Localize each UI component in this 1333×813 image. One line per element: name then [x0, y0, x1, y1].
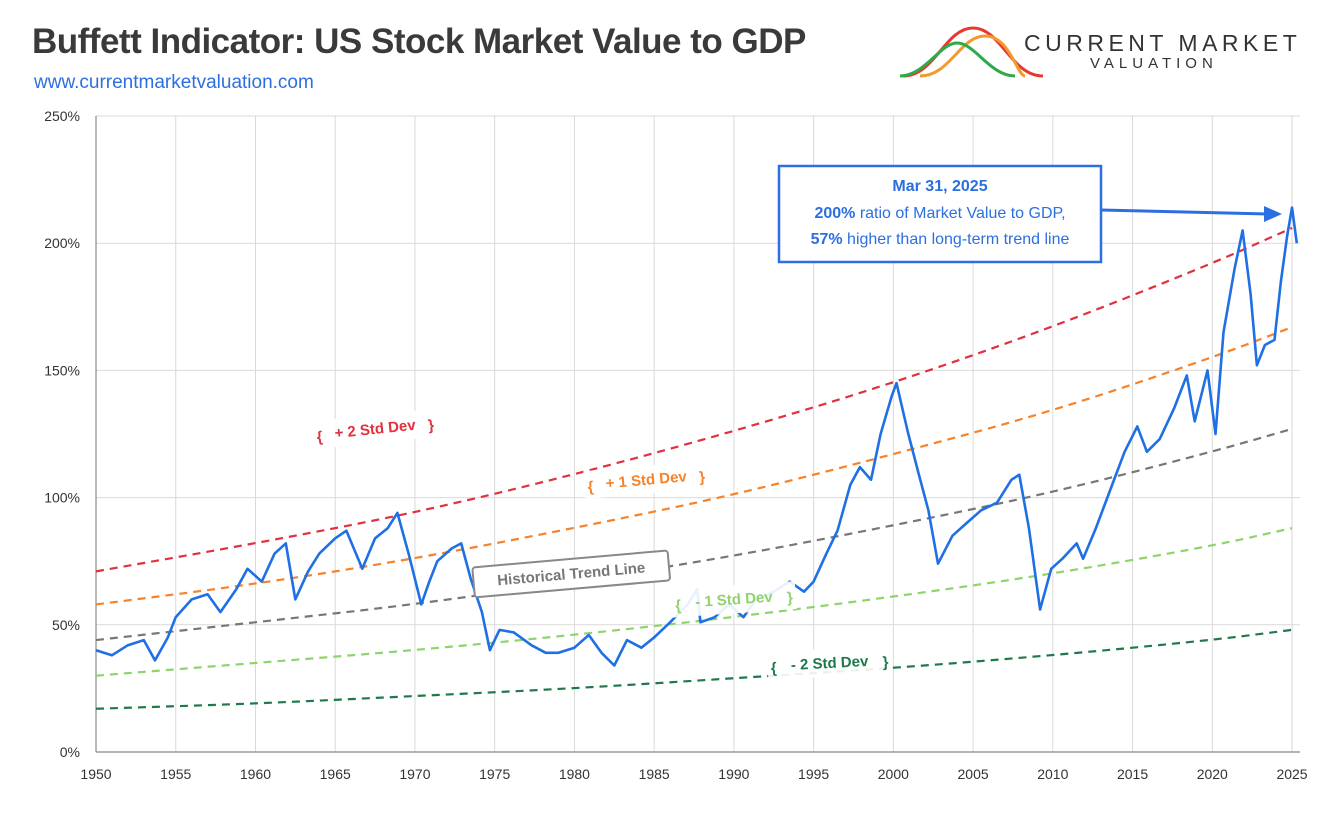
x-tick-label: 1995 — [798, 766, 829, 782]
indicator-line — [95, 206, 1299, 667]
x-tick-label: 1985 — [639, 766, 670, 782]
band-line-0 — [95, 226, 1293, 573]
x-tick-label: 1960 — [240, 766, 271, 782]
y-tick-label: 0% — [60, 744, 80, 760]
x-tick-label: 1975 — [479, 766, 510, 782]
y-tick-label: 100% — [44, 490, 80, 506]
brace-left: { — [675, 597, 682, 614]
band-label-3: {} - 1 Std Dev — [671, 581, 797, 618]
band-label-0: {}+ 2 Std Dev — [311, 408, 439, 450]
chart-axes: 0% 50% 100% 150% 200% 250% 1950 1955 1960 1965 197… — [44, 108, 1308, 782]
website-link[interactable]: www.currentmarketvaluation.com — [34, 72, 314, 93]
logo-text-line1: CURRENT MARKET — [1024, 30, 1302, 56]
x-tick-label: 2015 — [1117, 766, 1148, 782]
band-label-1: {}+ 1 Std Dev — [583, 460, 710, 500]
logo-text-line2: VALUATION — [1090, 55, 1218, 72]
band-label-bg — [311, 408, 439, 450]
bell-curves-icon — [899, 26, 1044, 78]
x-tick-label: 2020 — [1197, 766, 1228, 782]
x-tick-label: 2005 — [958, 766, 989, 782]
page-title: Buffett Indicator: US Stock Market Value… — [32, 22, 806, 61]
logo-curve-green — [899, 41, 1016, 78]
callout-arrow-head — [1264, 206, 1282, 222]
x-tick-label: 1950 — [80, 766, 111, 782]
callout-date: Mar 31, 2025 — [892, 178, 987, 195]
y-tick-label: 150% — [44, 362, 80, 378]
y-tick-label: 200% — [44, 235, 80, 251]
band-labels: {}+ 2 Std Dev {}+ 1 Std Dev Historical Tre… — [311, 408, 893, 681]
band-label-bg — [583, 460, 710, 500]
indicator-series — [95, 206, 1299, 667]
brace-right: } — [882, 654, 889, 671]
band-label-bg — [671, 581, 797, 618]
band-label-4: {} - 2 Std Dev — [766, 645, 893, 681]
brace-left: { — [770, 660, 777, 677]
callout-line1: 200% ratio of Market Value to GDP, — [814, 205, 1065, 222]
callout-line2: 57% higher than long-term trend line — [811, 231, 1070, 248]
x-tick-label: 1965 — [320, 766, 351, 782]
brace-right: } — [427, 417, 435, 435]
band-line-3 — [95, 527, 1293, 677]
x-tick-label: 1990 — [718, 766, 749, 782]
brace-left: { — [587, 478, 594, 495]
y-tick-label: 50% — [52, 617, 80, 633]
trend-label-box — [471, 549, 671, 599]
brace-right: } — [786, 589, 793, 606]
band-label-2: Historical Trend Line — [471, 549, 671, 599]
annotation-callout: Mar 31, 2025 200% ratio of Market Value … — [777, 164, 1282, 264]
logo-curve-red — [902, 26, 1044, 78]
band-line-1 — [95, 326, 1293, 606]
brace-right: } — [699, 469, 706, 486]
x-tick-label: 1970 — [399, 766, 430, 782]
band-label-text: - 2 Std Dev — [790, 653, 869, 674]
x-tick-label: 1955 — [160, 766, 191, 782]
callout-box — [777, 164, 1103, 264]
band-label-bg — [766, 645, 893, 681]
x-tick-label: 1980 — [559, 766, 590, 782]
callout-arrow-line — [1100, 208, 1269, 216]
x-tick-label: 2010 — [1037, 766, 1068, 782]
x-tick-label: 2000 — [878, 766, 909, 782]
y-tick-label: 250% — [44, 108, 80, 124]
band-line-4 — [95, 628, 1293, 710]
x-tick-label: 2025 — [1276, 766, 1307, 782]
brace-left: { — [316, 428, 324, 446]
band-label-text: - 1 Std Dev — [695, 589, 774, 611]
logo-curve-orange — [919, 34, 1026, 78]
